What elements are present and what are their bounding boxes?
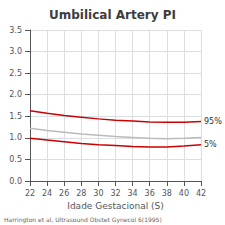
svg-text:Idade Gestacional (S): Idade Gestacional (S): [67, 201, 164, 211]
svg-text:3.5: 3.5: [9, 26, 22, 35]
svg-text:Umbilical Artery PI: Umbilical Artery PI: [49, 8, 176, 22]
svg-text:0.5: 0.5: [9, 155, 22, 164]
svg-text:34: 34: [128, 189, 138, 198]
svg-text:24: 24: [42, 189, 52, 198]
svg-text:2.5: 2.5: [9, 69, 22, 78]
svg-text:5%: 5%: [204, 140, 217, 149]
svg-text:40: 40: [179, 189, 189, 198]
svg-text:22: 22: [25, 189, 35, 198]
svg-text:0.0: 0.0: [9, 177, 22, 186]
svg-text:1.0: 1.0: [9, 133, 22, 142]
svg-text:32: 32: [110, 189, 120, 198]
svg-text:Harrington et al, Ultrasound O: Harrington et al, Ultrasound Obstet Gyne…: [4, 216, 162, 224]
svg-text:95%: 95%: [204, 117, 222, 126]
svg-text:3.0: 3.0: [9, 47, 22, 56]
svg-text:2.0: 2.0: [9, 90, 22, 99]
svg-text:38: 38: [162, 189, 172, 198]
svg-text:1.5: 1.5: [9, 112, 22, 121]
svg-text:36: 36: [145, 189, 155, 198]
svg-text:26: 26: [59, 189, 69, 198]
svg-text:42: 42: [196, 189, 206, 198]
svg-text:28: 28: [76, 189, 86, 198]
svg-text:30: 30: [93, 189, 103, 198]
